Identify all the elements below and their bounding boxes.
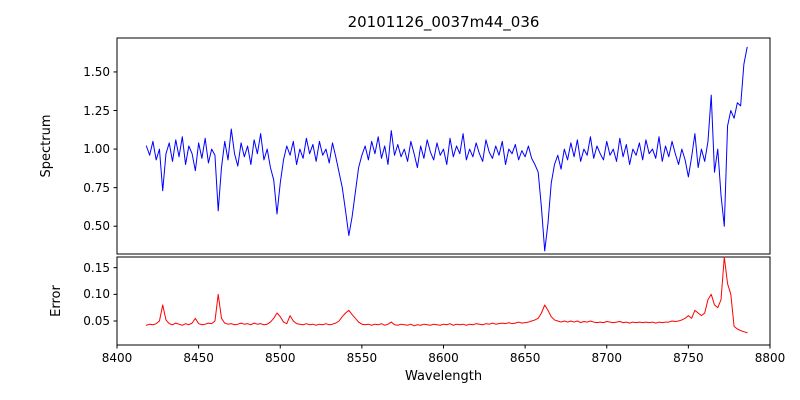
x-tick-label: 8800: [754, 351, 786, 365]
error-y-axis-label: Error: [49, 285, 64, 317]
y-tick-label: 0.05: [83, 314, 110, 328]
x-tick-label: 8500: [264, 351, 296, 365]
x-tick-label: 8550: [346, 351, 378, 365]
y-tick-label: 0.50: [83, 219, 110, 234]
y-tick-label: 0.15: [83, 260, 110, 275]
y-tick-label: 0.75: [83, 180, 110, 195]
spectrum-line: [145, 46, 748, 252]
x-tick-label: 8750: [673, 351, 704, 365]
y-tick-label: 1.25: [83, 103, 110, 118]
spectrum-axes-frame: [116, 37, 771, 255]
x-tick-label: 8700: [591, 351, 623, 365]
x-tick-label: 8600: [428, 351, 459, 365]
chart-title: 20101126_0037m44_036: [347, 13, 540, 31]
x-tick-label: 8450: [183, 351, 214, 365]
x-tick-label: 8400: [101, 351, 133, 365]
y-tick-label: 1.50: [83, 64, 110, 79]
y-tick-label: 0.10: [83, 287, 110, 302]
y-tick-label: 1.00: [83, 142, 110, 157]
error-line: [145, 256, 748, 334]
error-axes-frame: [116, 256, 771, 346]
x-tick-label: 8650: [509, 351, 541, 365]
x-axis-label: Wavelength: [404, 369, 483, 384]
spectrum-y-axis-label: Spectrum: [39, 114, 54, 178]
